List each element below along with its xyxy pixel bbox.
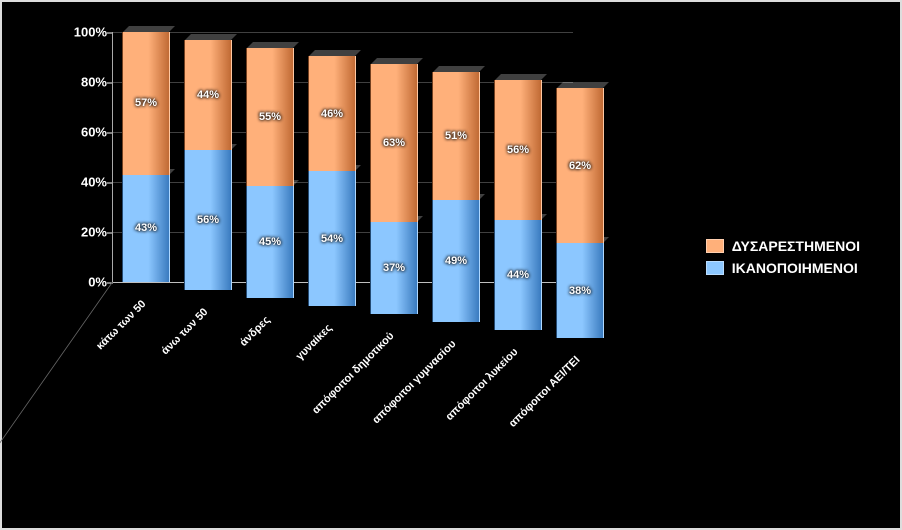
bar-value-label: 51% [445,130,467,142]
bar-stack: 43% 57% [122,32,170,282]
bar-segment-ikanopoiimenoi: 45% [246,186,294,299]
bar-segment-ikanopoiimenoi: 44% [494,220,542,330]
bar-stack: 44% 56% [494,80,542,330]
bar-segment-ikanopoiimenoi: 43% [122,175,170,283]
bar-cap [185,34,237,40]
bar-slot: 45%55%άνδρες [246,48,294,298]
bar-segment-ikanopoiimenoi: 38% [556,243,604,338]
y-tick: 60% [81,125,107,140]
legend-swatch [706,239,724,253]
bar-slot: 44%56%απόφοιτοι λυκείου [494,80,542,330]
bar-cap [433,66,485,72]
bar-segment-ikanopoiimenoi: 49% [432,200,480,323]
bar-stack: 54% 46% [308,56,356,306]
bar-segment-ikanopoiimenoi: 56% [184,150,232,290]
bar-stack: 45% 55% [246,48,294,298]
y-tick: 40% [81,175,107,190]
legend-item-ikanopoiimenoi: ΙΚΑΝΟΠΟΙΗΜΕΝΟΙ [706,260,860,276]
y-tick: 100% [74,25,107,40]
bar-segment-ikanopoiimenoi: 54% [308,171,356,306]
bar-slot: 43%57%κάτω των 50 [122,32,170,282]
bar-cap [495,74,547,80]
legend-label: ΔΥΣΑΡΕΣΤΗΜΕΝΟΙ [732,238,860,254]
y-tick: 0% [88,275,107,290]
bar-segment-dysarestimenoi: 51% [432,72,480,200]
bar-value-label: 44% [507,269,529,281]
bar-stack: 38% 62% [556,88,604,338]
bar-value-label: 44% [197,89,219,101]
bar-segment-dysarestimenoi: 46% [308,56,356,171]
bar-segment-dysarestimenoi: 63% [370,64,418,222]
bar-stack: 56% 44% [184,40,232,290]
bar-value-label: 56% [197,214,219,226]
bar-slot: 54%46%γυναίκες [308,56,356,306]
bar-slot: 56%44%άνω των 50 [184,40,232,290]
bar-stack: 37% 63% [370,64,418,314]
y-tick: 80% [81,75,107,90]
bar-value-label: 57% [135,97,157,109]
bar-value-label: 62% [569,160,591,172]
y-tick: 20% [81,225,107,240]
legend-item-dysarestimenoi: ΔΥΣΑΡΕΣΤΗΜΕΝΟΙ [706,238,860,254]
chart-frame: 0%20%40%60%80%100% 43%57%κάτω των 5056%4… [0,0,902,530]
bar-cap [309,50,361,56]
bar-value-label: 63% [383,137,405,149]
bar-segment-dysarestimenoi: 62% [556,88,604,243]
legend-swatch [706,261,724,275]
bar-cap [557,82,609,88]
legend: ΔΥΣΑΡΕΣΤΗΜΕΝΟΙ ΙΚΑΝΟΠΟΙΗΜΕΝΟΙ [706,232,860,282]
bar-value-label: 54% [321,233,343,245]
bar-value-label: 43% [135,222,157,234]
legend-label: ΙΚΑΝΟΠΟΙΗΜΕΝΟΙ [732,260,858,276]
bar-value-label: 38% [569,285,591,297]
bar-cap [123,26,175,32]
bar-segment-dysarestimenoi: 56% [494,80,542,220]
bar-value-label: 46% [321,108,343,120]
bars-container: 43%57%κάτω των 5056%44%άνω των 5045%55%ά… [122,32,562,282]
bar-slot: 49%51%απόφοιτοι γυμνασίου [432,72,480,322]
bar-slot: 38%62%απόφοιτοι ΑΕΙ/ΤΕΙ [556,88,604,338]
bar-segment-dysarestimenoi: 44% [184,40,232,150]
bar-value-label: 55% [259,111,281,123]
bar-slot: 37%63%απόφοιτοι δημοτικού [370,64,418,314]
bar-value-label: 56% [507,144,529,156]
chart-area: 0%20%40%60%80%100% 43%57%κάτω των 5056%4… [42,22,602,492]
bar-value-label: 37% [383,262,405,274]
bar-cap [371,58,423,64]
bar-cap [247,42,299,48]
bar-segment-dysarestimenoi: 57% [122,32,170,175]
bar-stack: 49% 51% [432,72,480,322]
bar-segment-ikanopoiimenoi: 37% [370,222,418,315]
bar-value-label: 45% [259,236,281,248]
bar-segment-dysarestimenoi: 55% [246,48,294,186]
y-axis: 0%20%40%60%80%100% [42,32,107,292]
bar-value-label: 49% [445,255,467,267]
